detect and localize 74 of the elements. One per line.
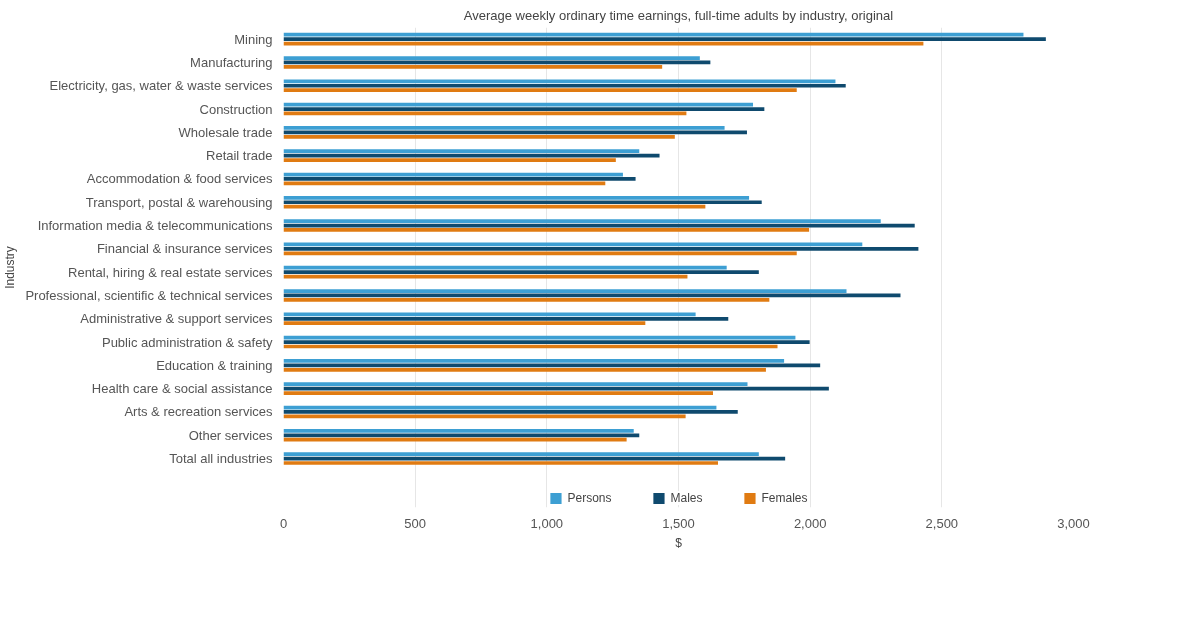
bar	[283, 367, 766, 372]
legend-label: Females	[761, 491, 808, 505]
y-tick-label: Public administration & safety	[101, 334, 273, 350]
y-tick-label: Information media & telecommunications	[37, 218, 273, 234]
x-tick-label: 1,000	[530, 515, 564, 531]
y-tick-label: Health care & social assistance	[91, 381, 273, 397]
bar	[283, 204, 706, 209]
bar	[283, 56, 700, 60]
bar	[283, 149, 640, 154]
bar	[283, 153, 660, 158]
x-axis-title: $	[675, 535, 683, 550]
bar	[283, 437, 627, 442]
bar	[283, 65, 663, 69]
bar	[283, 312, 696, 317]
chart-title: Average weekly ordinary time earnings, full-time adults by industry, original	[463, 7, 894, 23]
bar	[283, 298, 770, 302]
y-tick-label: Arts & recreation services	[124, 404, 273, 420]
y-tick-label: Total all industries	[169, 451, 273, 467]
y-tick-label: Other services	[188, 427, 273, 443]
y-tick-label: Professional, scientific & technical services	[25, 287, 273, 303]
bar	[283, 433, 640, 438]
x-tick-label: 1,500	[662, 515, 695, 531]
bar	[283, 247, 919, 251]
x-tick-label: 500	[404, 515, 427, 531]
bar	[283, 126, 725, 130]
bar	[283, 158, 616, 162]
bar	[283, 359, 785, 363]
bar	[283, 219, 881, 223]
bar	[283, 428, 634, 433]
x-tick-label: 2,000	[793, 515, 827, 531]
legend-label: Males	[670, 491, 703, 505]
legend-label: Persons	[567, 491, 612, 505]
y-tick-label: Construction	[199, 101, 273, 117]
bar	[283, 452, 759, 456]
bar	[283, 335, 796, 340]
bar	[283, 270, 759, 275]
bar	[283, 134, 675, 139]
bar	[283, 321, 646, 326]
bar	[283, 200, 762, 205]
bar	[283, 130, 747, 135]
y-tick-label: Electricity, gas, water & waste services	[49, 78, 273, 94]
bar	[283, 382, 748, 387]
bar	[283, 265, 727, 270]
bar	[283, 316, 729, 321]
bar	[283, 195, 750, 200]
bar	[283, 177, 636, 181]
bar	[283, 391, 713, 395]
y-axis-title: Industry	[3, 246, 18, 289]
y-tick-label: Rental, hiring & real estate services	[68, 264, 273, 280]
bar	[283, 289, 847, 293]
x-tick-label: 0	[279, 515, 288, 531]
x-tick-label: 2,500	[925, 515, 959, 531]
bar	[283, 37, 1046, 42]
bar	[283, 79, 836, 84]
bar	[283, 386, 829, 391]
bar	[283, 340, 810, 344]
y-tick-label: Transport, postal & warehousing	[85, 194, 273, 210]
y-tick-label: Accommodation & food services	[86, 171, 273, 187]
bar	[283, 228, 810, 232]
y-tick-label: Manufacturing	[190, 54, 273, 70]
y-tick-label: Mining	[234, 31, 273, 47]
y-tick-label: Administrative & support services	[80, 311, 273, 327]
bar	[283, 461, 718, 465]
y-tick-label: Financial & insurance services	[96, 241, 273, 257]
bar	[283, 107, 765, 111]
bar	[283, 83, 846, 88]
bar	[283, 88, 797, 93]
bar	[283, 410, 738, 414]
y-tick-label: Wholesale trade	[178, 124, 273, 140]
y-tick-label: Retail trade	[206, 148, 273, 164]
y-tick-label: Education & training	[156, 357, 273, 373]
bar	[283, 32, 1024, 37]
x-tick-label: 3,000	[1057, 515, 1090, 531]
bar	[283, 251, 797, 256]
